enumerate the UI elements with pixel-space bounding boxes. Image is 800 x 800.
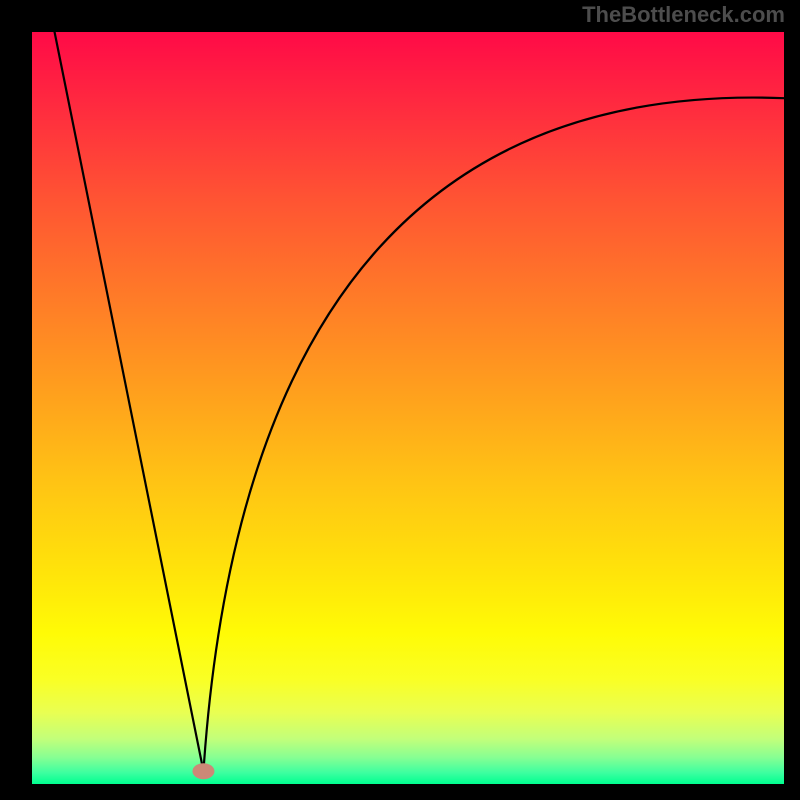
plot-area xyxy=(32,32,784,784)
curve-layer xyxy=(32,32,784,784)
chart-container: TheBottleneck.com xyxy=(0,0,800,800)
minimum-marker xyxy=(192,763,214,779)
watermark-text: TheBottleneck.com xyxy=(582,2,785,28)
bottleneck-curve xyxy=(55,32,784,771)
